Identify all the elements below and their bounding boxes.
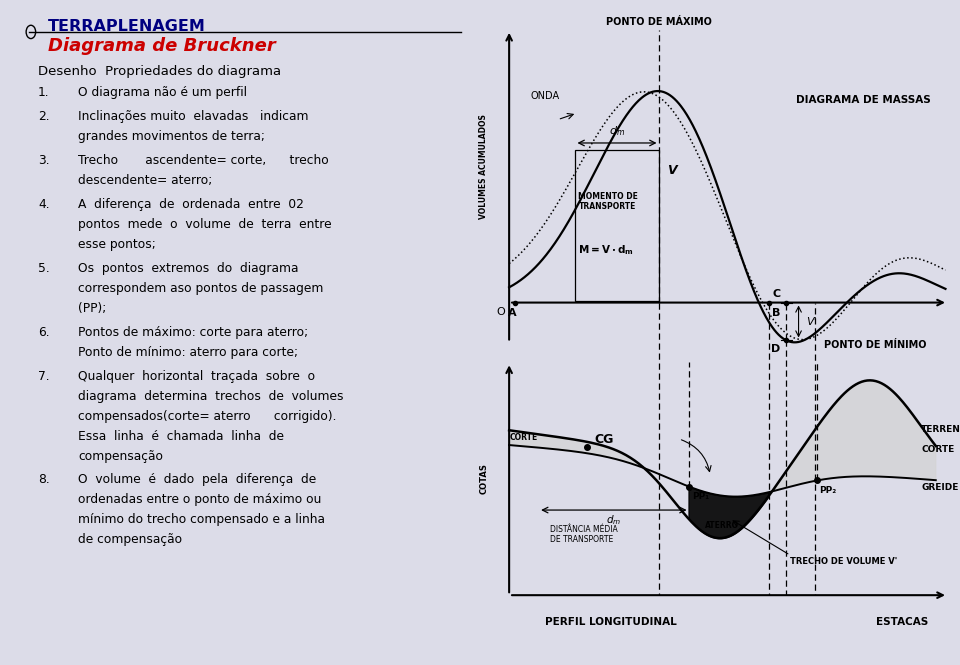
Text: diagrama  determina  trechos  de  volumes: diagrama determina trechos de volumes <box>79 390 344 403</box>
Text: 4.: 4. <box>38 198 50 211</box>
Text: $\mathbf{M = V \cdot d_m}$: $\mathbf{M = V \cdot d_m}$ <box>579 243 635 257</box>
Text: 7.: 7. <box>38 370 50 383</box>
Text: $d_m$: $d_m$ <box>607 513 621 527</box>
Text: 6.: 6. <box>38 326 50 339</box>
Text: Diagrama de Bruckner: Diagrama de Bruckner <box>48 37 276 55</box>
Text: MOMENTO DE
TRANSPORTE: MOMENTO DE TRANSPORTE <box>579 192 638 211</box>
Text: compensados(corte= aterro      corrigido).: compensados(corte= aterro corrigido). <box>79 410 337 423</box>
Text: de compensação: de compensação <box>79 533 182 547</box>
Text: O diagrama não é um perfil: O diagrama não é um perfil <box>79 86 248 100</box>
Text: Os  pontos  extremos  do  diagrama: Os pontos extremos do diagrama <box>79 262 299 275</box>
Text: TERRAPLENAGEM: TERRAPLENAGEM <box>48 19 205 34</box>
Text: PERFIL LONGITUDINAL: PERFIL LONGITUDINAL <box>545 616 677 627</box>
Text: esse pontos;: esse pontos; <box>79 238 156 251</box>
Text: PP₂: PP₂ <box>820 486 837 495</box>
Text: 3.: 3. <box>38 154 50 168</box>
Text: A  diferença  de  ordenada  entre  02: A diferença de ordenada entre 02 <box>79 198 304 211</box>
Text: 1.: 1. <box>38 86 50 100</box>
Text: DISTÂNCIA MÉDIA
DE TRANSPORTE: DISTÂNCIA MÉDIA DE TRANSPORTE <box>550 525 618 544</box>
Text: V: V <box>666 164 677 177</box>
Text: compensação: compensação <box>79 450 163 463</box>
Text: $d_m$: $d_m$ <box>609 124 625 138</box>
Text: PP₁: PP₁ <box>692 492 709 501</box>
Text: GREIDE: GREIDE <box>922 483 959 492</box>
Text: CG: CG <box>594 434 613 446</box>
Text: TRECHO DE VOLUME V': TRECHO DE VOLUME V' <box>790 557 898 567</box>
Text: DIAGRAMA DE MASSAS: DIAGRAMA DE MASSAS <box>796 94 930 105</box>
Text: ONDA: ONDA <box>531 91 560 102</box>
Text: mínimo do trecho compensado e a linha: mínimo do trecho compensado e a linha <box>79 513 325 527</box>
Text: PONTO DE MÁXIMO: PONTO DE MÁXIMO <box>607 17 712 27</box>
Text: (PP);: (PP); <box>79 302 107 315</box>
Text: O: O <box>496 307 505 317</box>
Text: O  volume  é  dado  pela  diferença  de: O volume é dado pela diferença de <box>79 473 317 487</box>
Text: correspondem aso pontos de passagem: correspondem aso pontos de passagem <box>79 282 324 295</box>
Text: B: B <box>773 308 780 318</box>
Text: 2.: 2. <box>38 110 50 124</box>
Text: Trecho       ascendente= corte,      trecho: Trecho ascendente= corte, trecho <box>79 154 329 168</box>
Text: D: D <box>772 344 780 354</box>
Text: ordenadas entre o ponto de máximo ou: ordenadas entre o ponto de máximo ou <box>79 493 322 507</box>
Text: Qualquer  horizontal  traçada  sobre  o: Qualquer horizontal traçada sobre o <box>79 370 316 383</box>
Text: grandes movimentos de terra;: grandes movimentos de terra; <box>79 130 265 144</box>
Text: V': V' <box>805 317 816 327</box>
Text: pontos  mede  o  volume  de  terra  entre: pontos mede o volume de terra entre <box>79 218 332 231</box>
Text: Desenho  Propriedades do diagrama: Desenho Propriedades do diagrama <box>38 65 281 78</box>
Text: VOLUMES ACUMULADOS: VOLUMES ACUMULADOS <box>479 114 489 219</box>
Bar <box>575 150 660 301</box>
Text: ATERRO: ATERRO <box>706 521 739 530</box>
Text: 8.: 8. <box>38 473 50 487</box>
Text: 5.: 5. <box>38 262 50 275</box>
Text: Inclinações muito  elavadas   indicam: Inclinações muito elavadas indicam <box>79 110 309 124</box>
Text: A: A <box>508 308 516 318</box>
Text: Pontos de máximo: corte para aterro;: Pontos de máximo: corte para aterro; <box>79 326 308 339</box>
Text: CORTE: CORTE <box>922 445 954 454</box>
Text: TERRENO: TERRENO <box>922 425 960 434</box>
Text: Essa  linha  é  chamada  linha  de: Essa linha é chamada linha de <box>79 430 284 443</box>
Text: COTAS: COTAS <box>479 464 489 494</box>
Text: descendente= aterro;: descendente= aterro; <box>79 174 213 188</box>
Text: ESTACAS: ESTACAS <box>876 616 928 627</box>
Text: PONTO DE MÍNIMO: PONTO DE MÍNIMO <box>825 340 926 350</box>
Text: CORTE: CORTE <box>510 433 539 442</box>
Text: Ponto de mínimo: aterro para corte;: Ponto de mínimo: aterro para corte; <box>79 346 299 359</box>
Text: C: C <box>773 289 780 299</box>
